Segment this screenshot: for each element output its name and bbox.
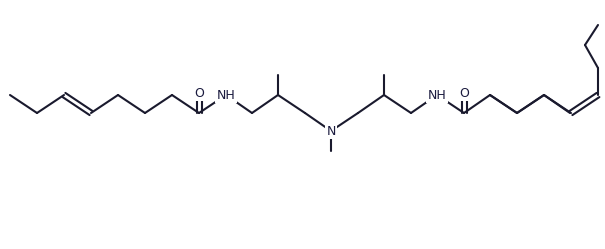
Text: NH: NH bbox=[217, 88, 235, 102]
Text: N: N bbox=[326, 124, 336, 137]
Text: O: O bbox=[459, 86, 469, 100]
Text: O: O bbox=[194, 86, 204, 100]
Text: NH: NH bbox=[428, 88, 446, 102]
